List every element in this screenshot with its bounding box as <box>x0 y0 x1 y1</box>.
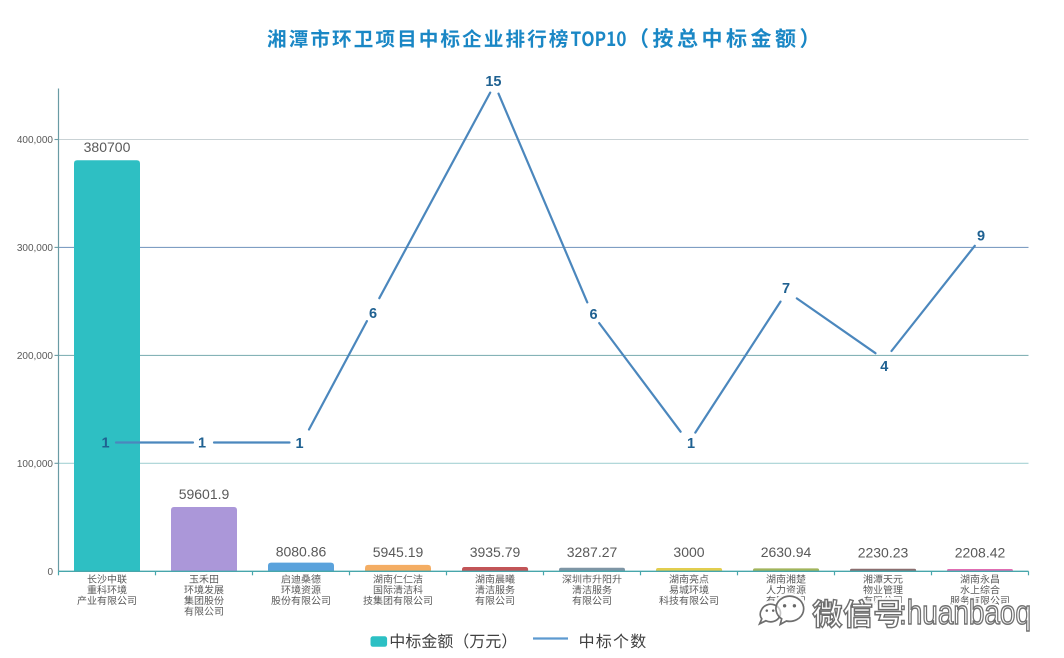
svg-text:1: 1 <box>198 436 206 452</box>
svg-text:5945.19: 5945.19 <box>373 544 424 560</box>
svg-text::huanbaoq: :huanbaoq <box>899 594 1031 632</box>
svg-text:15: 15 <box>485 74 501 90</box>
svg-text:0: 0 <box>47 567 53 578</box>
svg-text:2208.42: 2208.42 <box>955 544 1006 560</box>
svg-text:3287.27: 3287.27 <box>567 544 618 560</box>
svg-text:2630.94: 2630.94 <box>761 544 812 560</box>
svg-text:7: 7 <box>782 281 790 297</box>
svg-text:2230.23: 2230.23 <box>858 544 909 560</box>
svg-text:1: 1 <box>687 436 695 452</box>
svg-text:300,000: 300,000 <box>17 243 54 254</box>
svg-text:4: 4 <box>880 359 888 375</box>
svg-text::huanbaoq: :huanbaoq <box>899 594 1031 632</box>
svg-text:200,000: 200,000 <box>17 351 54 362</box>
svg-text:59601.9: 59601.9 <box>179 486 230 502</box>
svg-text:9: 9 <box>977 229 985 245</box>
svg-text:3935.79: 3935.79 <box>470 544 521 560</box>
svg-text:6: 6 <box>589 307 597 323</box>
svg-text:3000: 3000 <box>673 544 704 560</box>
svg-text:6: 6 <box>369 306 377 322</box>
svg-text:1: 1 <box>296 436 304 452</box>
svg-text:100,000: 100,000 <box>17 459 54 470</box>
svg-text:1: 1 <box>101 436 109 452</box>
svg-text:400,000: 400,000 <box>17 135 54 146</box>
svg-text:380700: 380700 <box>84 139 131 155</box>
svg-text:8080.86: 8080.86 <box>276 544 327 560</box>
